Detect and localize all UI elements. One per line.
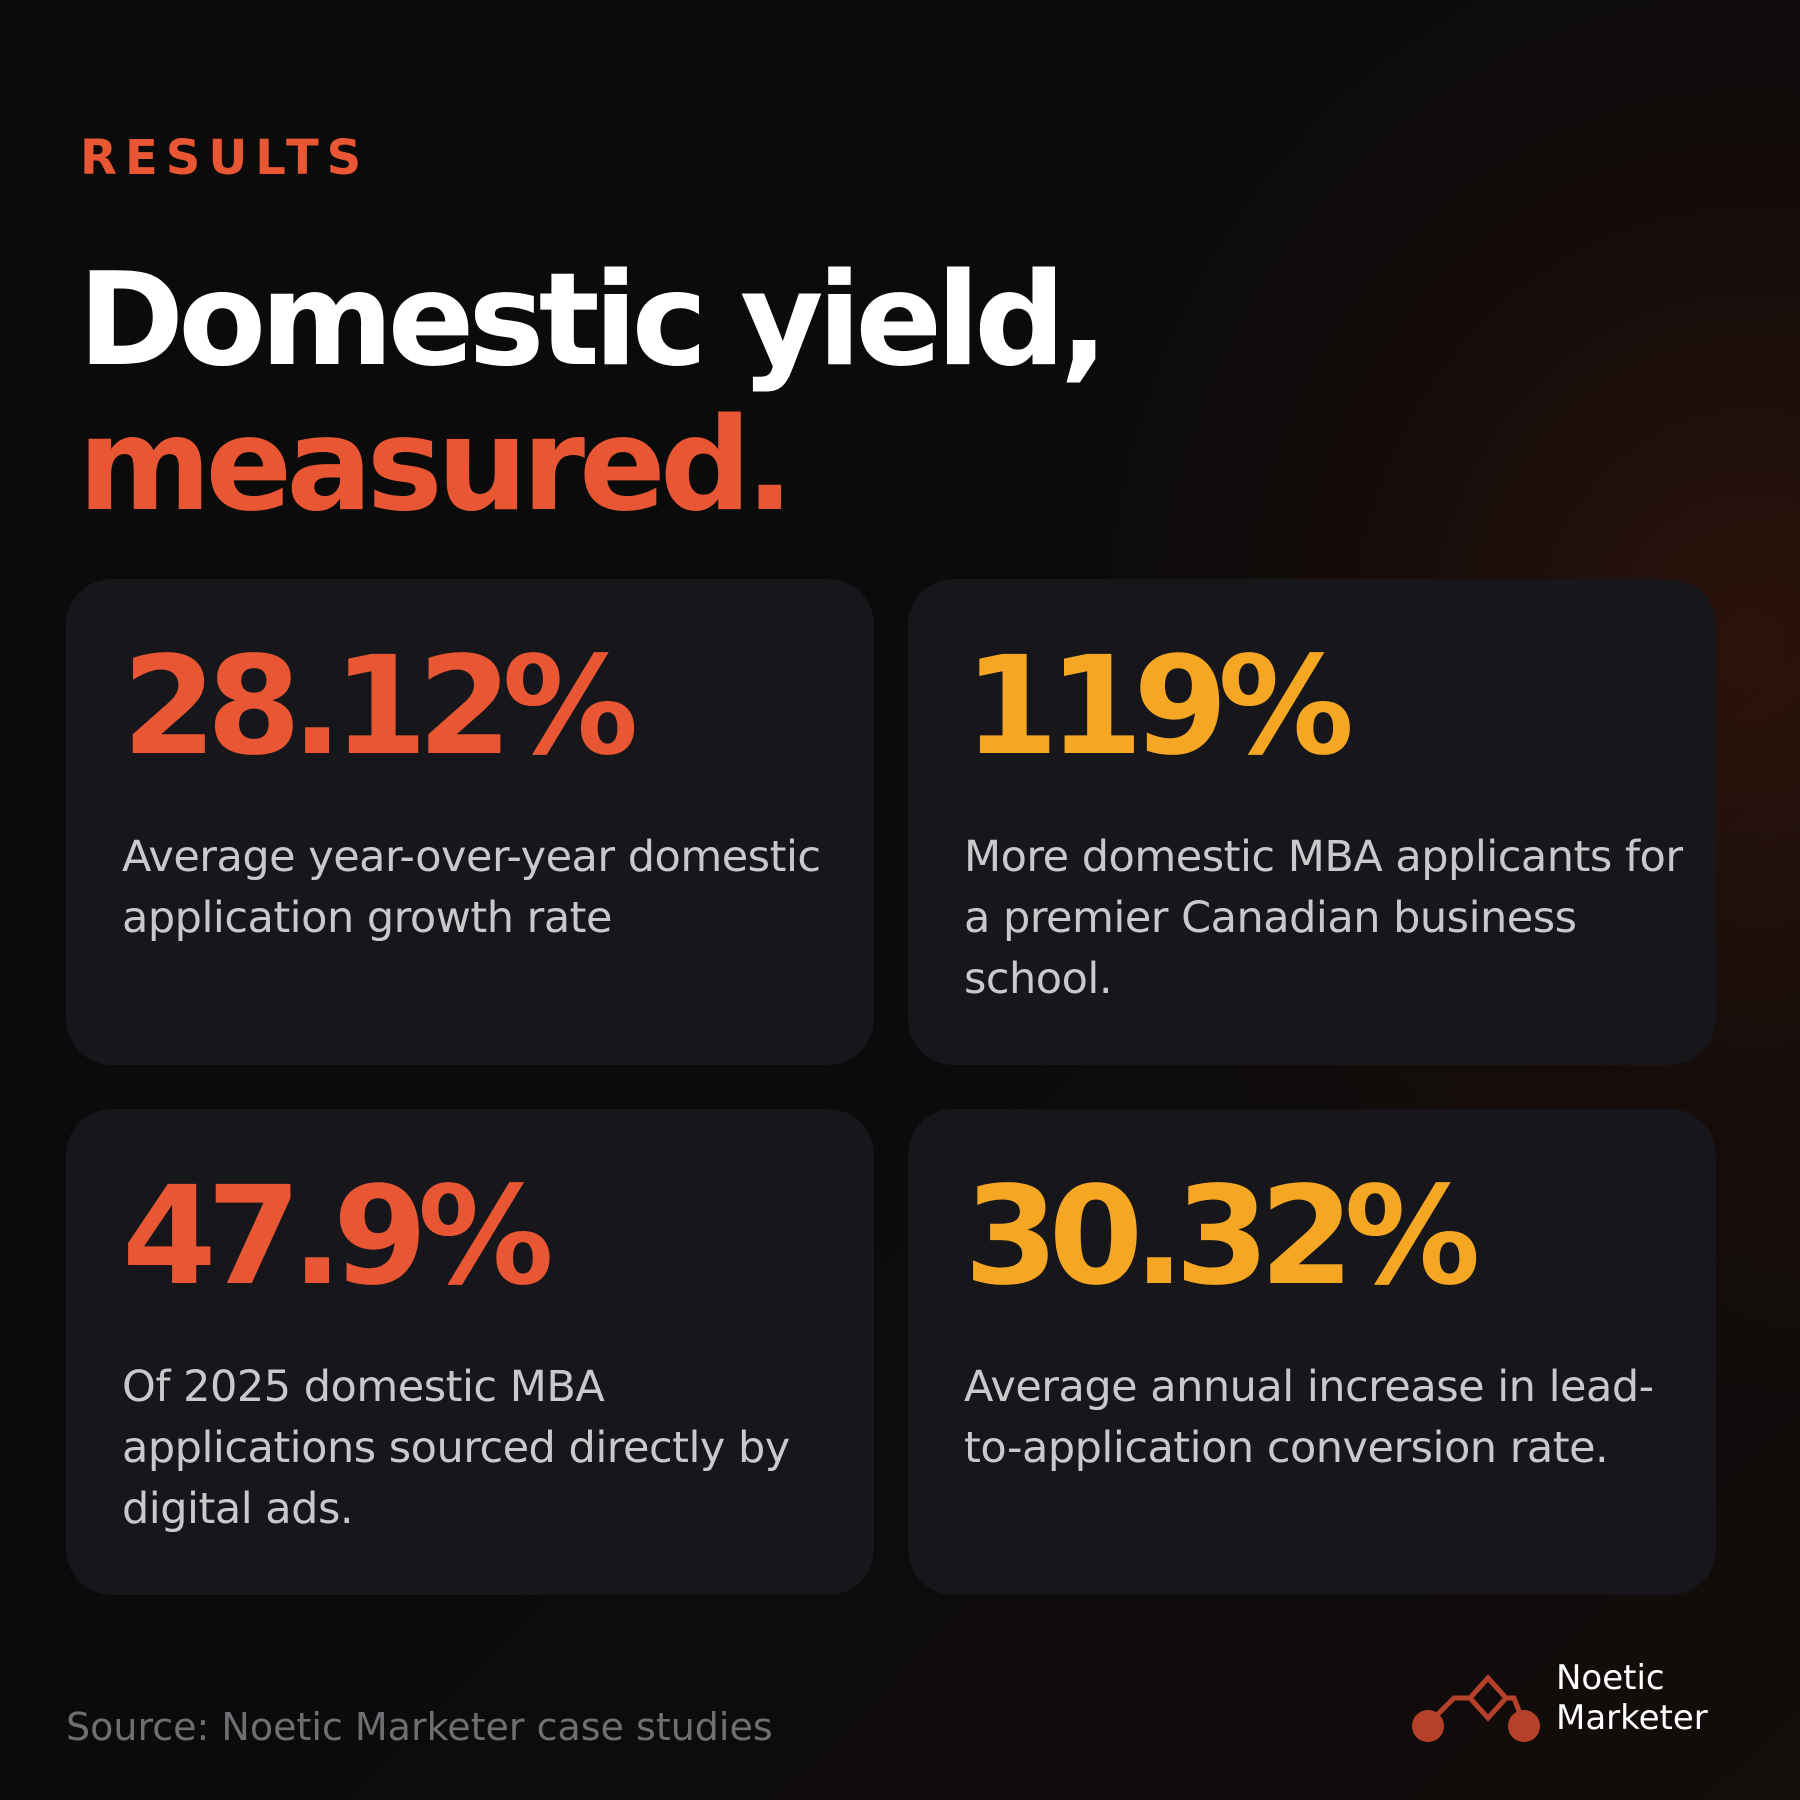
brand-name-line-2: Marketer (1556, 1698, 1708, 1738)
title-line-2: measured. (78, 391, 794, 540)
brand-name-line-1: Noetic (1556, 1658, 1665, 1698)
stat-card-digital-ads-share: 47.9% Of 2025 domestic MBA applications … (66, 1109, 874, 1595)
brand-logo: Noetic Marketer (1408, 1650, 1708, 1750)
source-note: Source: Noetic Marketer case studies (66, 1705, 773, 1749)
stat-card-application-growth: 28.12% Average year-over-year domestic a… (66, 579, 874, 1065)
stat-description: Average year-over-year domestic applicat… (122, 832, 821, 943)
nodes-diamond-icon (1412, 1674, 1540, 1742)
stat-card-more-applicants: 119% More domestic MBA applicants for a … (908, 579, 1716, 1065)
section-eyebrow: RESULTS (80, 130, 370, 186)
stat-description: Of 2025 domestic MBA applications source… (122, 1362, 790, 1534)
title-line-1: Domestic yield, (78, 246, 1108, 395)
stat-card-conversion-increase: 30.32% Average annual increase in lead-t… (908, 1109, 1716, 1595)
stat-value: 30.32% (964, 1158, 1480, 1316)
stat-description: Average annual increase in lead-to-appli… (964, 1362, 1654, 1473)
stat-value: 47.9% (122, 1158, 554, 1316)
stat-description: More domestic MBA applicants for a premi… (964, 832, 1683, 1004)
stat-value: 119% (964, 628, 1354, 786)
stat-value: 28.12% (122, 628, 638, 786)
page-title: Domestic yield, measured. (78, 246, 1108, 540)
brand-name: Noetic Marketer (1556, 1658, 1708, 1738)
